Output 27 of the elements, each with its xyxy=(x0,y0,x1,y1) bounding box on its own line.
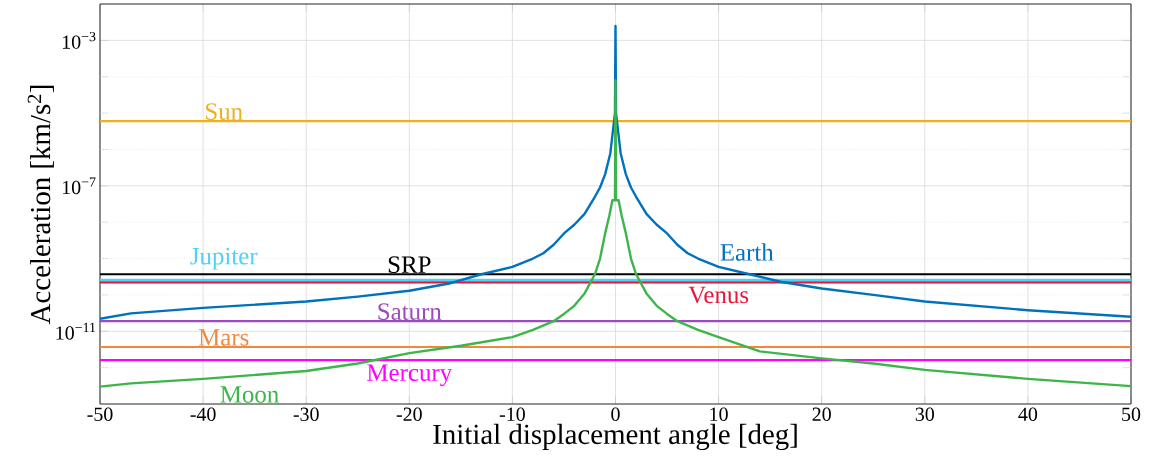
x-tick-label: 40 xyxy=(1018,407,1038,421)
line-series xyxy=(100,79,1131,388)
x-tick-label: 20 xyxy=(812,407,831,421)
y-tick-label: 10$^{−7}$ xyxy=(62,177,96,195)
ref-line-label: Venus xyxy=(688,286,749,304)
x-tick-label: 10 xyxy=(710,407,728,421)
ref-line-label: Jupiter xyxy=(190,247,258,270)
x-tick-label: -50 xyxy=(87,407,113,421)
series-label: Earth xyxy=(720,243,774,261)
ref-line-label: Mars xyxy=(198,329,249,346)
ref-line-label: Saturn xyxy=(378,303,442,320)
y-tick-label: 10$^{−11}$ xyxy=(56,322,96,340)
y-axis-title: Acceleration [km/s$^{2}$] xyxy=(27,85,54,325)
ref-line-label: Sun xyxy=(206,103,243,120)
x-axis-title: Initial displacement angle [deg] xyxy=(433,423,797,451)
ref-line-label: Mercury xyxy=(367,364,453,387)
y-tick-label: 10$^{−3}$ xyxy=(62,31,96,49)
line-series xyxy=(100,24,1131,321)
x-tick-label: -30 xyxy=(293,407,319,421)
series-label: Moon xyxy=(220,386,279,403)
x-tick-label: -10 xyxy=(499,407,525,421)
x-tick-label: -20 xyxy=(396,407,422,421)
x-tick-label: -40 xyxy=(190,407,216,421)
ref-line-label: SRP xyxy=(388,256,431,274)
x-tick-label: 0 xyxy=(611,407,620,421)
x-tick-label: 30 xyxy=(915,407,934,421)
x-tick-label: 50 xyxy=(1122,407,1141,421)
